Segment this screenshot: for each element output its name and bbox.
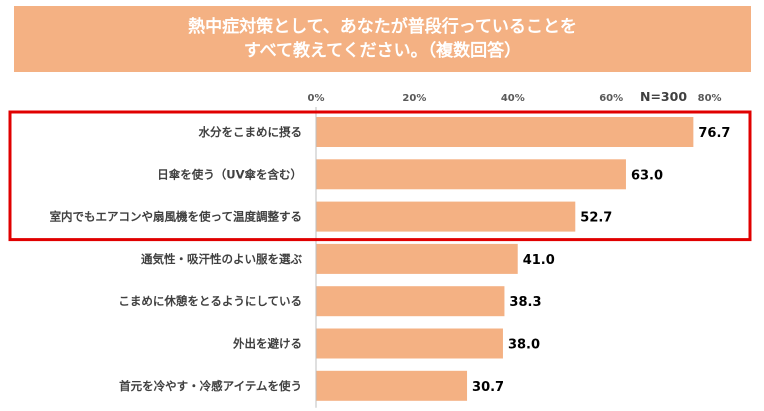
bar	[316, 243, 518, 274]
value-label: 41.0	[523, 253, 555, 268]
value-label: 76.7	[698, 126, 730, 141]
chart-title-line-2: すべて教えてください。（複数回答）	[243, 41, 522, 61]
bar	[316, 370, 468, 401]
value-label: 63.0	[631, 168, 663, 183]
bar	[316, 286, 505, 317]
category-label: こまめに休憩をとるようにしている	[118, 294, 302, 308]
x-tick-label: 20%	[402, 93, 426, 104]
x-tick-label: 40%	[501, 93, 525, 104]
x-tick-label: 0%	[308, 93, 325, 104]
sample-size-label: N=300	[640, 89, 687, 104]
category-label: 通気性・吸汗性のよい服を選ぶ	[141, 252, 302, 266]
category-label: 外出を避ける	[232, 337, 302, 351]
chart-title-banner: 熱中症対策として、あなたが普段行っていることを すべて教えてください。（複数回答…	[14, 6, 751, 72]
bar	[316, 159, 626, 190]
category-label: 日傘を使う（UV傘を含む）	[157, 167, 302, 181]
bar	[316, 117, 694, 147]
x-tick-label: 60%	[599, 93, 623, 104]
category-label: 首元を冷やす・冷感アイテムを使う	[119, 379, 302, 393]
value-label: 30.7	[472, 380, 504, 395]
category-label: 室内でもエアコンや扇風機を使って温度調整する	[50, 210, 302, 224]
chart-title-line-1: 熱中症対策として、あなたが普段行っていることを	[188, 17, 577, 37]
bar	[316, 328, 503, 359]
value-label: 38.3	[509, 295, 541, 310]
category-label: 水分をこまめに摂る	[199, 125, 303, 139]
x-tick-label: 80%	[698, 93, 722, 104]
highlight-box	[8, 110, 752, 242]
bar	[316, 201, 576, 232]
value-label: 38.0	[508, 338, 540, 353]
value-label: 52.7	[580, 211, 612, 226]
